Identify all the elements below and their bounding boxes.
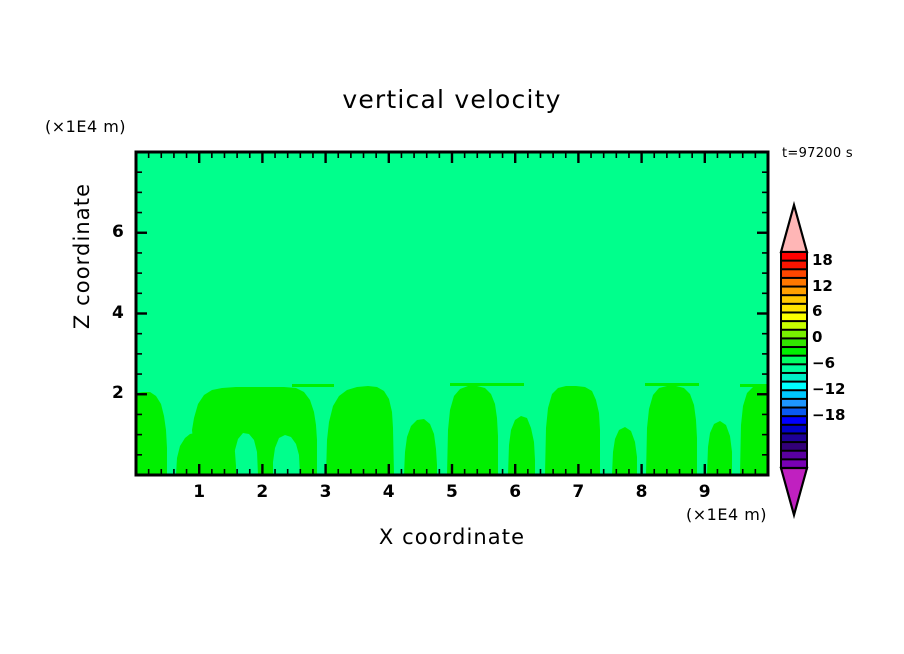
y-tick-label: 4	[112, 302, 124, 323]
contour-thin-layer-c	[645, 383, 699, 386]
x-axis-unit-label: (×1E4 m)	[686, 505, 768, 524]
colorbar-extend-top	[779, 200, 809, 254]
colorbar-tick-label: −18	[812, 406, 846, 425]
colorbar[interactable]	[779, 200, 809, 520]
timestamp-annotation: t=97200 s	[782, 146, 853, 161]
x-axis-minor-ticks	[147, 152, 757, 475]
contour-thin-layer-b	[450, 383, 524, 386]
y-tick-label: 6	[112, 221, 124, 242]
x-tick-label: 5	[446, 482, 458, 502]
x-axis-ticks	[197, 152, 706, 475]
x-tick-label: 4	[382, 482, 395, 502]
colorbar-tick-label: −6	[812, 354, 836, 373]
x-tick-label: 8	[635, 482, 648, 502]
x-tick-label: 3	[319, 482, 332, 502]
colorbar-extend-bottom	[779, 466, 809, 520]
x-axis-title: X coordinate	[378, 525, 526, 549]
x-tick-label: 1	[193, 482, 206, 502]
contour-thin-layer-a	[292, 384, 334, 387]
x-tick-label: 7	[572, 482, 585, 502]
colorbar-tick-label: 12	[812, 276, 833, 295]
contour-plume-group	[136, 383, 768, 475]
x-tick-label: 2	[256, 482, 269, 502]
contour-plume-level	[136, 385, 768, 475]
y-axis-ticks	[136, 231, 768, 396]
x-tick-label: 6	[509, 482, 522, 502]
colorbar-tick-label: −12	[812, 380, 846, 399]
colorbar-tick-label: 6	[812, 302, 823, 321]
page-title: vertical velocity	[342, 85, 562, 114]
x-tick-label: 9	[698, 482, 711, 502]
colorbar-cells	[780, 251, 808, 470]
y-axis-unit-label: (×1E4 m)	[45, 117, 127, 136]
y-axis-minor-ticks	[136, 171, 768, 456]
y-tick-label: 2	[112, 383, 124, 404]
contour-thin-layer-d	[740, 384, 768, 387]
colorbar-tick-label: 0	[812, 328, 823, 347]
colorbar-tick-label: 18	[812, 250, 833, 269]
